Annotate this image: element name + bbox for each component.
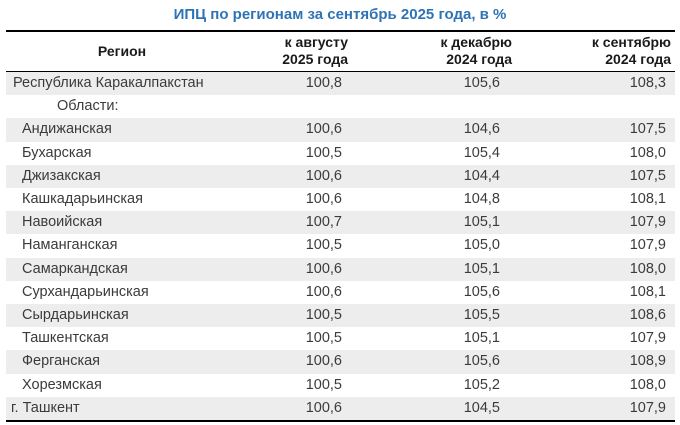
table-row: Сырдарьинская 100,5 105,5 108,6	[6, 304, 675, 328]
region-cell: Кашкадарьинская	[22, 191, 143, 208]
ipc-regions-table: Регион к августу 2025 года к декабрю 202…	[6, 30, 675, 423]
value-cell: 104,8	[463, 191, 500, 208]
value-cell: 105,6	[463, 353, 500, 370]
region-cell: Сырдарьинская	[22, 307, 129, 324]
header-to-august: к августу 2025 года	[238, 30, 366, 72]
value-cell: 108,1	[629, 191, 666, 208]
region-cell: Ташкентская	[22, 330, 109, 347]
region-cell: Области:	[57, 98, 119, 115]
value-cell: 100,5	[305, 307, 342, 324]
region-cell: Андижанская	[22, 121, 112, 138]
value-cell	[238, 95, 366, 118]
header-line: к декабрю	[440, 34, 512, 50]
header-line: 2024 года	[605, 51, 671, 67]
table-row: Ферганская 100,6 105,6 108,9	[6, 350, 675, 374]
value-cell: 107,9	[629, 214, 666, 231]
value-cell: 105,6	[463, 283, 500, 300]
value-cell: 100,6	[305, 121, 342, 138]
table-row: Ташкентская 100,5 105,1 107,9	[6, 327, 675, 350]
value-cell: 104,6	[463, 121, 500, 138]
value-cell	[524, 95, 675, 118]
table-row: Андижанская 100,6 104,6 107,5	[6, 118, 675, 142]
value-cell: 105,6	[463, 75, 500, 91]
region-cell: Хорезмская	[22, 376, 102, 393]
table-row: Области:	[6, 95, 675, 118]
value-cell: 105,4	[463, 144, 500, 161]
value-cell: 100,6	[305, 353, 342, 370]
value-cell: 108,1	[629, 283, 666, 300]
region-cell: Джизакская	[22, 167, 101, 184]
header-region: Регион	[6, 30, 238, 72]
value-cell: 100,6	[305, 191, 342, 208]
region-cell: Бухарская	[22, 144, 92, 161]
region-cell: г. Ташкент	[11, 399, 80, 416]
value-cell: 100,5	[305, 330, 342, 347]
region-cell: Ферганская	[22, 353, 101, 370]
value-cell: 105,1	[463, 330, 500, 347]
table-row: Кашкадарьинская 100,6 104,8 108,1	[6, 188, 675, 211]
table-body: Республика Каракалпакстан 100,8 105,6 108,3…	[6, 71, 675, 422]
value-cell: 100,5	[305, 144, 342, 161]
value-cell: 105,1	[463, 214, 500, 231]
value-cell: 105,2	[463, 376, 500, 393]
value-cell: 108,0	[629, 260, 666, 277]
value-cell: 100,7	[305, 214, 342, 231]
value-cell: 107,9	[629, 399, 666, 416]
table-header: Регион к августу 2025 года к декабрю 202…	[6, 30, 675, 72]
table-header-row: Регион к августу 2025 года к декабрю 202…	[6, 30, 675, 72]
table-row: Наманганская 100,5 105,0 107,9	[6, 234, 675, 257]
region-cell: Республика Каракалпакстан	[13, 75, 204, 91]
value-cell: 100,5	[305, 237, 342, 254]
value-cell: 100,6	[305, 399, 342, 416]
header-line: 2025 года	[282, 51, 348, 67]
table-row: Джизакская 100,6 104,4 107,5	[6, 164, 675, 189]
value-cell: 107,9	[629, 330, 666, 347]
region-cell: Самаркандская	[22, 260, 128, 277]
value-cell: 104,4	[463, 167, 500, 184]
value-cell: 100,8	[305, 75, 342, 91]
value-cell: 108,9	[629, 353, 666, 370]
value-cell: 107,5	[629, 121, 666, 138]
region-cell: Сурхандарьинская	[22, 283, 149, 300]
value-cell: 105,5	[463, 307, 500, 324]
value-cell: 100,5	[305, 376, 342, 393]
header-to-december: к декабрю 2024 года	[366, 30, 524, 72]
region-cell: Навоийская	[22, 214, 103, 231]
table-row: Самаркандская 100,6 105,1 108,0	[6, 257, 675, 281]
value-cell: 100,6	[305, 260, 342, 277]
header-line: к августу	[284, 34, 348, 50]
value-cell: 100,6	[305, 283, 342, 300]
value-cell: 108,0	[629, 376, 666, 393]
value-cell: 108,3	[629, 75, 666, 91]
table-row: Республика Каракалпакстан 100,8 105,6 108,3	[6, 71, 675, 96]
value-cell: 104,5	[463, 399, 500, 416]
header-to-september: к сентябрю 2024 года	[524, 30, 675, 72]
value-cell: 107,9	[629, 237, 666, 254]
header-line: к сентябрю	[591, 34, 671, 50]
page-title: ИПЦ по регионам за сентябрь 2025 года, в…	[173, 6, 507, 23]
value-cell: 108,6	[629, 307, 666, 324]
region-cell: Наманганская	[22, 237, 118, 254]
value-cell: 108,0	[629, 144, 666, 161]
table-row: Бухарская 100,5 105,4 108,0	[6, 142, 675, 165]
table-row: Сурхандарьинская 100,6 105,6 108,1	[6, 281, 675, 304]
value-cell: 105,1	[463, 260, 500, 277]
table-row: Хорезмская 100,5 105,2 108,0	[6, 374, 675, 397]
value-cell: 107,5	[629, 167, 666, 184]
table-row: Навоийская 100,7 105,1 107,9	[6, 211, 675, 235]
header-line: 2024 года	[446, 51, 512, 67]
value-cell: 105,0	[463, 237, 500, 254]
value-cell: 100,6	[305, 167, 342, 184]
value-cell	[366, 95, 524, 118]
table-row: г. Ташкент 100,6 104,5 107,9	[6, 396, 675, 422]
